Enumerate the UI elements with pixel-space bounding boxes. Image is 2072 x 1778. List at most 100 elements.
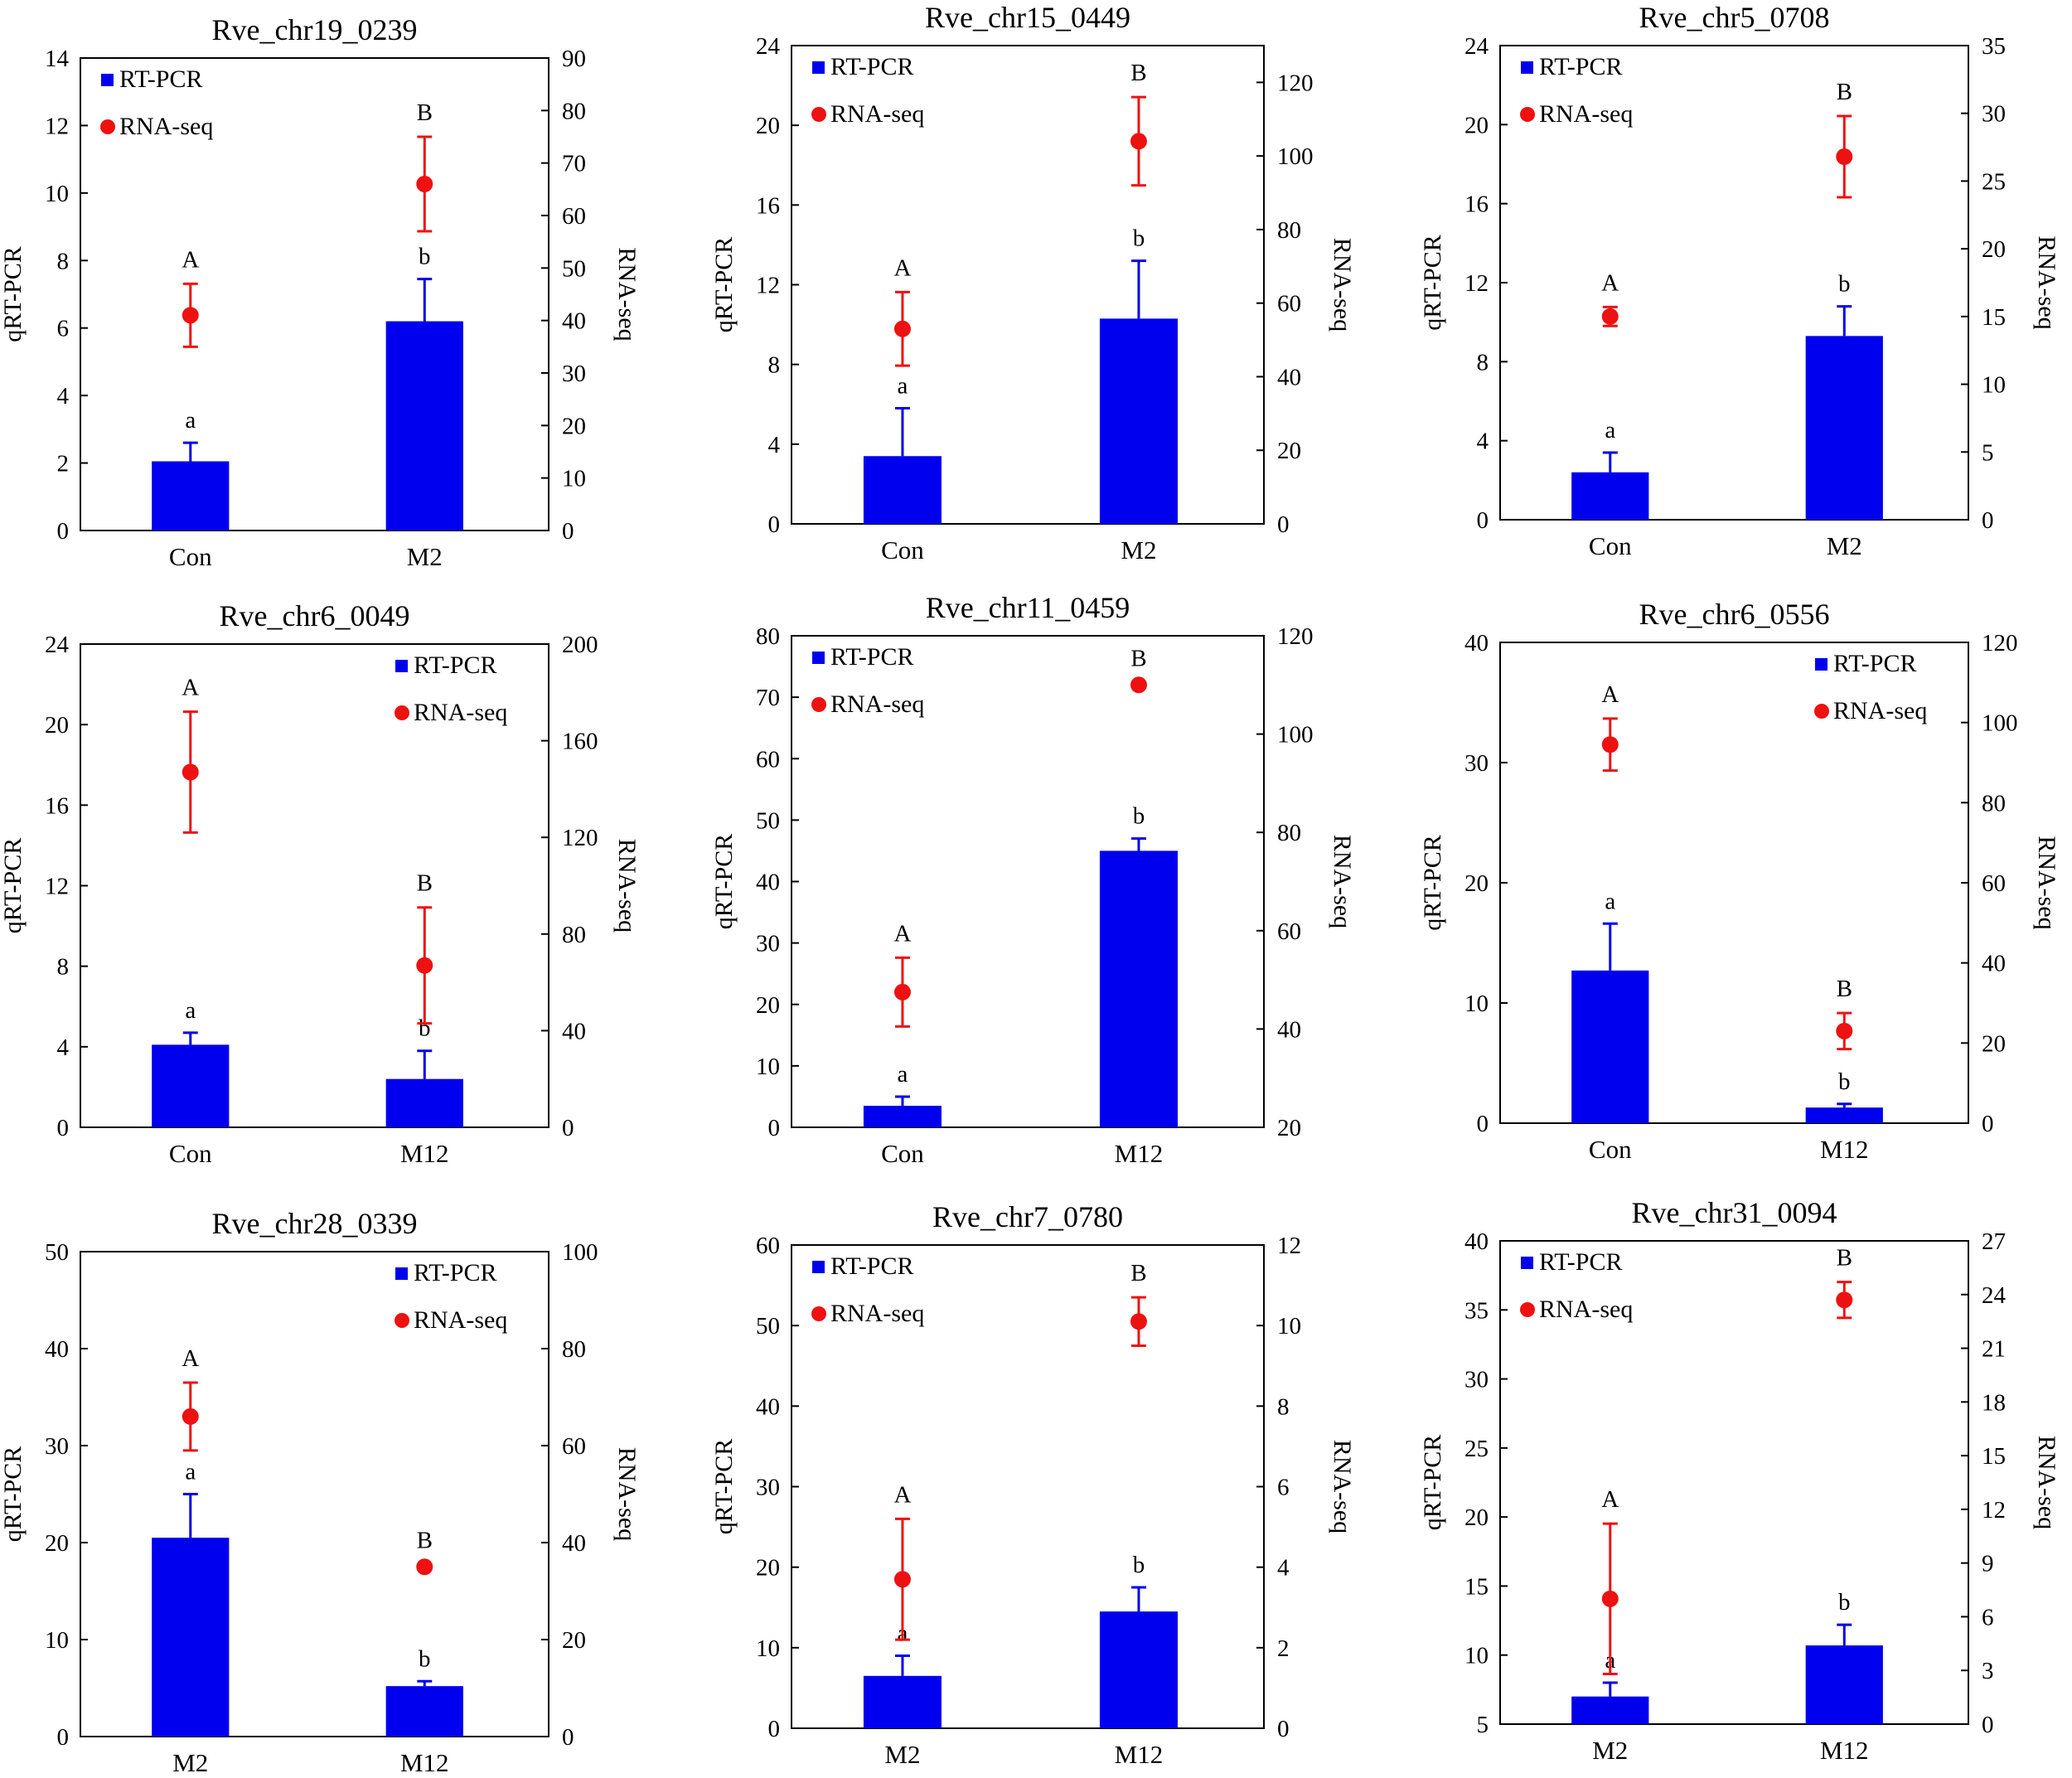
right-tick-label: 80: [1277, 820, 1301, 846]
right-tick-label: 70: [562, 151, 586, 177]
rtpcr-significance-letter: b: [1838, 271, 1851, 298]
category-label: M2: [1827, 531, 1862, 560]
rtpcr-significance-letter: a: [898, 1061, 908, 1088]
rtpcr-bar: [1571, 472, 1649, 520]
rnaseq-significance-letter: A: [1601, 269, 1619, 296]
left-tick-label: 80: [756, 623, 780, 650]
right-tick-label: 100: [1277, 722, 1314, 749]
left-tick-label: 10: [1464, 991, 1489, 1017]
rtpcr-bar: [152, 1538, 230, 1737]
left-tick-label: 12: [756, 273, 780, 299]
rnaseq-significance-letter: A: [182, 675, 199, 701]
category-label: M12: [1115, 1139, 1164, 1168]
rtpcr-significance-letter: b: [1133, 225, 1145, 252]
right-tick-label: 25: [1982, 168, 2006, 195]
rnaseq-significance-letter: A: [893, 1481, 911, 1508]
left-tick-label: 50: [756, 1313, 780, 1340]
rnaseq-point: [893, 1571, 911, 1588]
right-tick-label: 10: [1982, 372, 2006, 399]
y-axis-label-left: qRT-PCR: [0, 1446, 27, 1542]
rtpcr-bar: [863, 1675, 942, 1728]
category-label: M12: [400, 1748, 449, 1777]
rtpcr-bar: [1805, 1107, 1883, 1123]
rtpcr-significance-letter: b: [1133, 803, 1145, 830]
plot-frame: [80, 57, 549, 531]
y-axis-label-left: qRT-PCR: [710, 1439, 738, 1534]
rnaseq-significance-letter: B: [1837, 976, 1852, 1002]
right-tick-label: 0: [562, 518, 574, 545]
rnaseq-significance-letter: A: [893, 920, 911, 947]
left-tick-label: 60: [756, 1233, 780, 1259]
legend-rtpcr-swatch: [1521, 61, 1533, 74]
right-tick-label: 60: [562, 203, 586, 230]
right-tick-label: 40: [562, 1530, 586, 1557]
right-tick-label: 80: [1982, 790, 2006, 816]
rtpcr-bar: [385, 1078, 463, 1127]
legend-rnaseq-label: RNA-seq: [119, 113, 213, 140]
left-tick-label: 12: [45, 113, 69, 139]
left-tick-label: 0: [1477, 1111, 1489, 1137]
chart-title: Rve_chr15_0449: [925, 1, 1130, 34]
category-label: M2: [884, 1740, 920, 1769]
legend-rtpcr-swatch: [812, 1261, 825, 1273]
y-axis-label-right: RNA-seq: [1329, 238, 1356, 332]
rnaseq-point: [182, 763, 199, 781]
right-tick-label: 15: [1982, 304, 2006, 331]
legend-rnaseq-swatch: [395, 1313, 409, 1328]
y-axis-label-right: RNA-seq: [2033, 235, 2060, 329]
rtpcr-significance-letter: a: [185, 997, 196, 1024]
right-tick-label: 0: [562, 1724, 574, 1751]
chart-panel-4: Rve_chr6_0049 0 4 8 12 16 20 24 0 40 80 120 160 200 qR…: [0, 599, 641, 1168]
left-tick-label: 20: [1464, 112, 1489, 138]
category-label: Con: [881, 535, 924, 564]
right-tick-label: 24: [1982, 1282, 2007, 1309]
rtpcr-bar: [1099, 318, 1178, 524]
right-tick-label: 10: [562, 466, 586, 492]
rnaseq-point: [182, 1407, 199, 1425]
rnaseq-significance-letter: B: [1837, 1245, 1852, 1272]
right-tick-label: 40: [1277, 364, 1301, 390]
legend-rnaseq-swatch: [395, 705, 409, 720]
left-tick-label: 0: [57, 518, 70, 545]
right-tick-label: 40: [1277, 1016, 1301, 1043]
category-label: M2: [1121, 535, 1156, 564]
left-tick-label: 40: [756, 870, 780, 896]
left-tick-label: 30: [45, 1433, 69, 1460]
rnaseq-significance-letter: B: [1130, 645, 1146, 671]
right-tick-label: 10: [1277, 1313, 1301, 1340]
rtpcr-significance-letter: a: [1605, 888, 1615, 914]
left-tick-label: 8: [57, 248, 70, 274]
y-axis-label-right: RNA-seq: [2033, 1436, 2060, 1529]
legend-rnaseq-label: RNA-seq: [414, 699, 507, 726]
right-tick-label: 80: [562, 98, 586, 124]
left-tick-label: 50: [45, 1239, 69, 1266]
rnaseq-significance-letter: B: [1130, 1260, 1146, 1286]
y-axis-label-left: qRT-PCR: [1419, 835, 1446, 930]
plot-frame: [1499, 1240, 1969, 1725]
left-tick-label: 40: [1464, 1228, 1489, 1255]
rnaseq-significance-letter: B: [1130, 60, 1146, 86]
right-tick-label: 0: [1277, 511, 1290, 538]
chart-title: Rve_chr31_0094: [1632, 1196, 1837, 1229]
left-tick-label: 30: [1464, 750, 1489, 777]
chart-title: Rve_chr7_0780: [932, 1200, 1123, 1233]
chart-panel-6: Rve_chr6_0556 0 10 20 30 40 0 20 40 60 80 100 120 qRT…: [1419, 598, 2060, 1164]
right-tick-label: 20: [1982, 1030, 2006, 1057]
y-axis-label-left: qRT-PCR: [0, 246, 27, 342]
rnaseq-significance-letter: B: [1837, 79, 1852, 105]
left-tick-label: 20: [756, 113, 780, 139]
rtpcr-significance-letter: a: [185, 407, 196, 434]
category-label: M12: [1115, 1740, 1164, 1769]
right-tick-label: 40: [562, 1018, 586, 1044]
left-tick-label: 8: [768, 352, 781, 379]
legend-rnaseq-label: RNA-seq: [414, 1306, 507, 1334]
legend-rtpcr-swatch: [395, 1267, 408, 1280]
left-tick-label: 4: [768, 432, 781, 458]
category-label: Con: [1589, 1135, 1632, 1164]
right-tick-label: 60: [1982, 870, 2006, 897]
left-tick-label: 20: [756, 1555, 780, 1582]
rnaseq-point: [416, 176, 433, 192]
right-tick-label: 120: [1277, 70, 1314, 96]
left-tick-label: 10: [45, 181, 69, 207]
